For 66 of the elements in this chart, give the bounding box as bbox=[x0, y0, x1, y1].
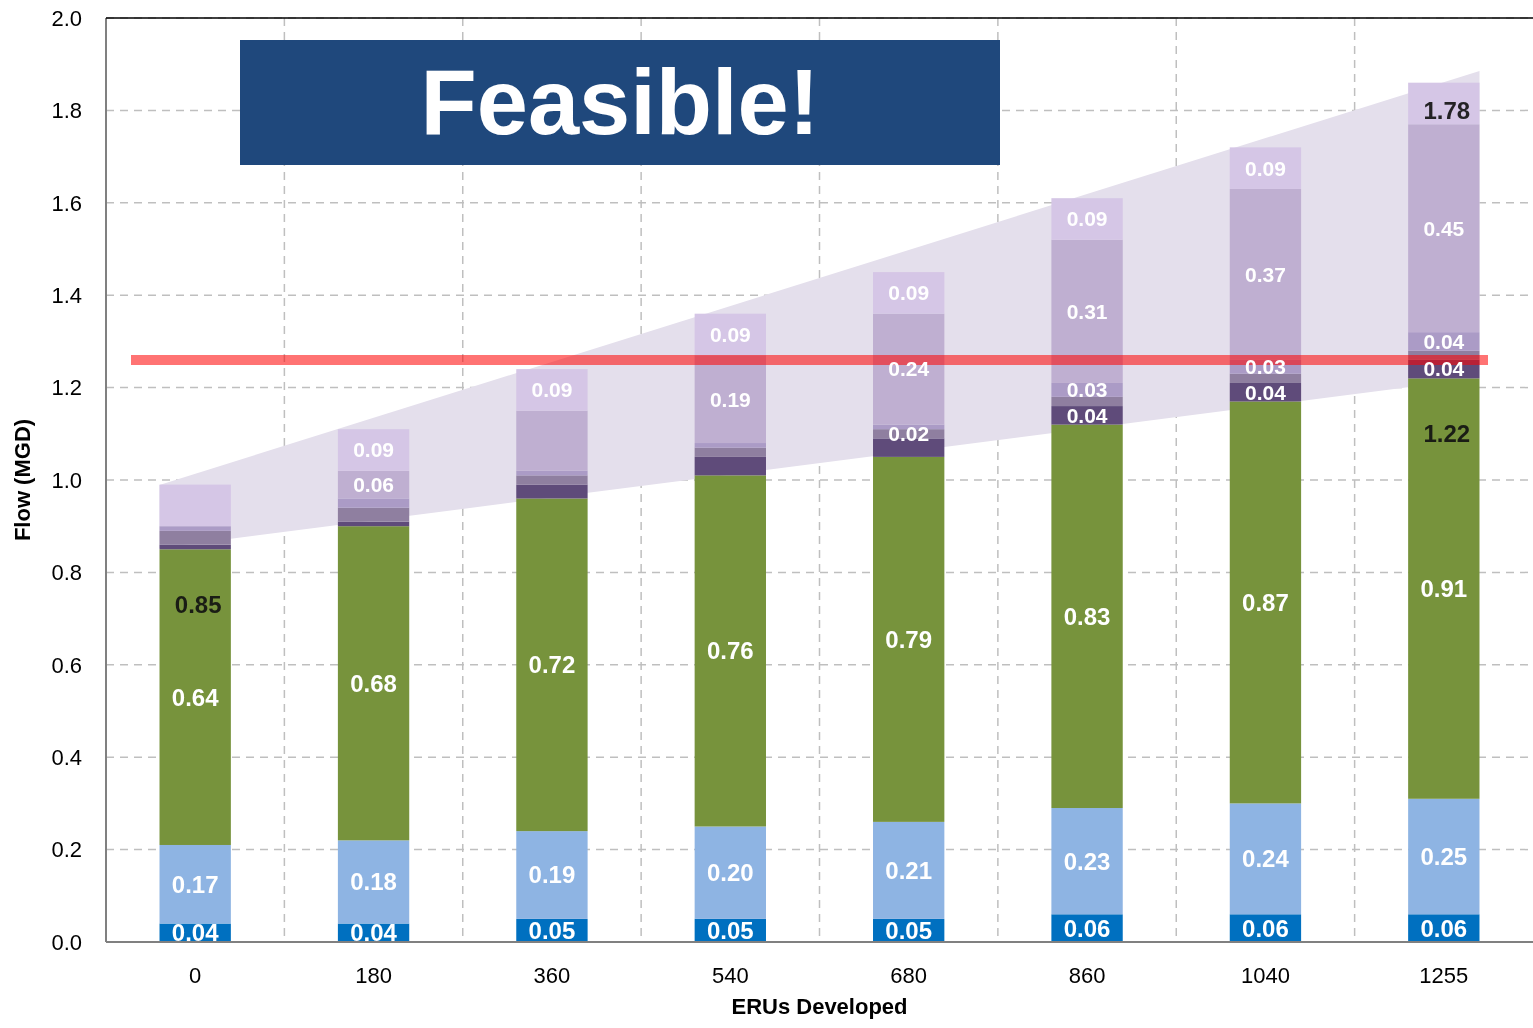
x-tick-label: 180 bbox=[355, 962, 392, 988]
annotation: 0.85 bbox=[174, 590, 222, 618]
data-label: 0.21 bbox=[885, 856, 933, 884]
data-label: 0.06 bbox=[1242, 914, 1289, 942]
data-label: 0.09 bbox=[888, 281, 930, 305]
annotation: Feasible! bbox=[420, 51, 820, 154]
data-label: 0.25 bbox=[1420, 842, 1468, 870]
y-tick-label: 2.0 bbox=[51, 5, 82, 31]
data-label: 0.09 bbox=[1066, 207, 1108, 231]
x-tick-label: 540 bbox=[711, 962, 749, 988]
data-label: 0.04 bbox=[171, 919, 220, 947]
data-label: 0.83 bbox=[1063, 602, 1111, 630]
y-tick-label: 0.2 bbox=[51, 837, 82, 863]
y-tick-label: 1.4 bbox=[51, 282, 82, 308]
data-label: 0.19 bbox=[528, 861, 576, 889]
data-label: 0.68 bbox=[350, 669, 397, 697]
data-label: 0.20 bbox=[706, 859, 754, 887]
data-label: 0.04 bbox=[1423, 357, 1465, 381]
data-label: 0.06 bbox=[1063, 914, 1111, 942]
data-label: 0.19 bbox=[709, 387, 751, 411]
data-label: 0.02 bbox=[888, 422, 930, 446]
data-label: 0.04 bbox=[350, 919, 398, 947]
x-tick-label: 1040 bbox=[1240, 962, 1290, 988]
y-tick-label: 0.6 bbox=[51, 652, 82, 678]
data-label: 0.09 bbox=[531, 378, 573, 402]
y-axis-title: Flow (MGD) bbox=[10, 418, 35, 542]
data-label: 0.05 bbox=[706, 916, 754, 944]
data-label: 0.45 bbox=[1423, 216, 1465, 240]
y-tick-label: 0.8 bbox=[51, 560, 82, 586]
data-label: 0.72 bbox=[528, 651, 576, 679]
annotation: 1.78 bbox=[1423, 97, 1471, 125]
data-label: 0.64 bbox=[171, 683, 220, 711]
data-label: 0.03 bbox=[1066, 378, 1108, 402]
x-tick-label: 860 bbox=[1068, 962, 1106, 988]
data-label: 0.31 bbox=[1066, 299, 1108, 323]
data-label: 0.04 bbox=[1245, 380, 1287, 404]
y-tick-label: 0.0 bbox=[51, 929, 82, 955]
y-tick-label: 1.6 bbox=[51, 190, 82, 216]
x-axis-title: ERUs Developed bbox=[731, 994, 908, 1019]
x-tick-label: 1255 bbox=[1419, 962, 1469, 988]
data-label: 0.09 bbox=[709, 322, 751, 346]
data-label: 0.06 bbox=[1420, 914, 1468, 942]
y-tick-label: 0.4 bbox=[51, 744, 82, 770]
data-label: 0.87 bbox=[1242, 588, 1289, 616]
data-label: 0.24 bbox=[1242, 845, 1290, 873]
data-label: 0.04 bbox=[1423, 329, 1465, 353]
data-label: 0.23 bbox=[1063, 847, 1111, 875]
annotation: 1.22 bbox=[1423, 419, 1471, 447]
data-label: 0.09 bbox=[1245, 156, 1286, 180]
data-label: 0.79 bbox=[885, 625, 933, 653]
data-label: 0.04 bbox=[1066, 403, 1108, 427]
y-tick-label: 1.8 bbox=[51, 98, 82, 124]
data-label: 0.91 bbox=[1420, 574, 1468, 602]
data-label: 0.18 bbox=[350, 868, 397, 896]
x-tick-label: 360 bbox=[533, 962, 571, 988]
data-label: 0.05 bbox=[528, 916, 576, 944]
x-tick-label: 680 bbox=[890, 962, 928, 988]
data-label: 0.76 bbox=[706, 637, 754, 665]
data-label: 0.37 bbox=[1245, 262, 1286, 286]
data-label: 0.17 bbox=[171, 870, 219, 898]
data-label: 0.06 bbox=[353, 472, 394, 496]
y-tick-label: 1.2 bbox=[51, 375, 82, 401]
x-tick-label: 0 bbox=[189, 962, 202, 988]
data-label: 0.09 bbox=[353, 438, 394, 462]
data-label: 0.05 bbox=[885, 916, 933, 944]
y-tick-label: 1.0 bbox=[51, 467, 82, 493]
